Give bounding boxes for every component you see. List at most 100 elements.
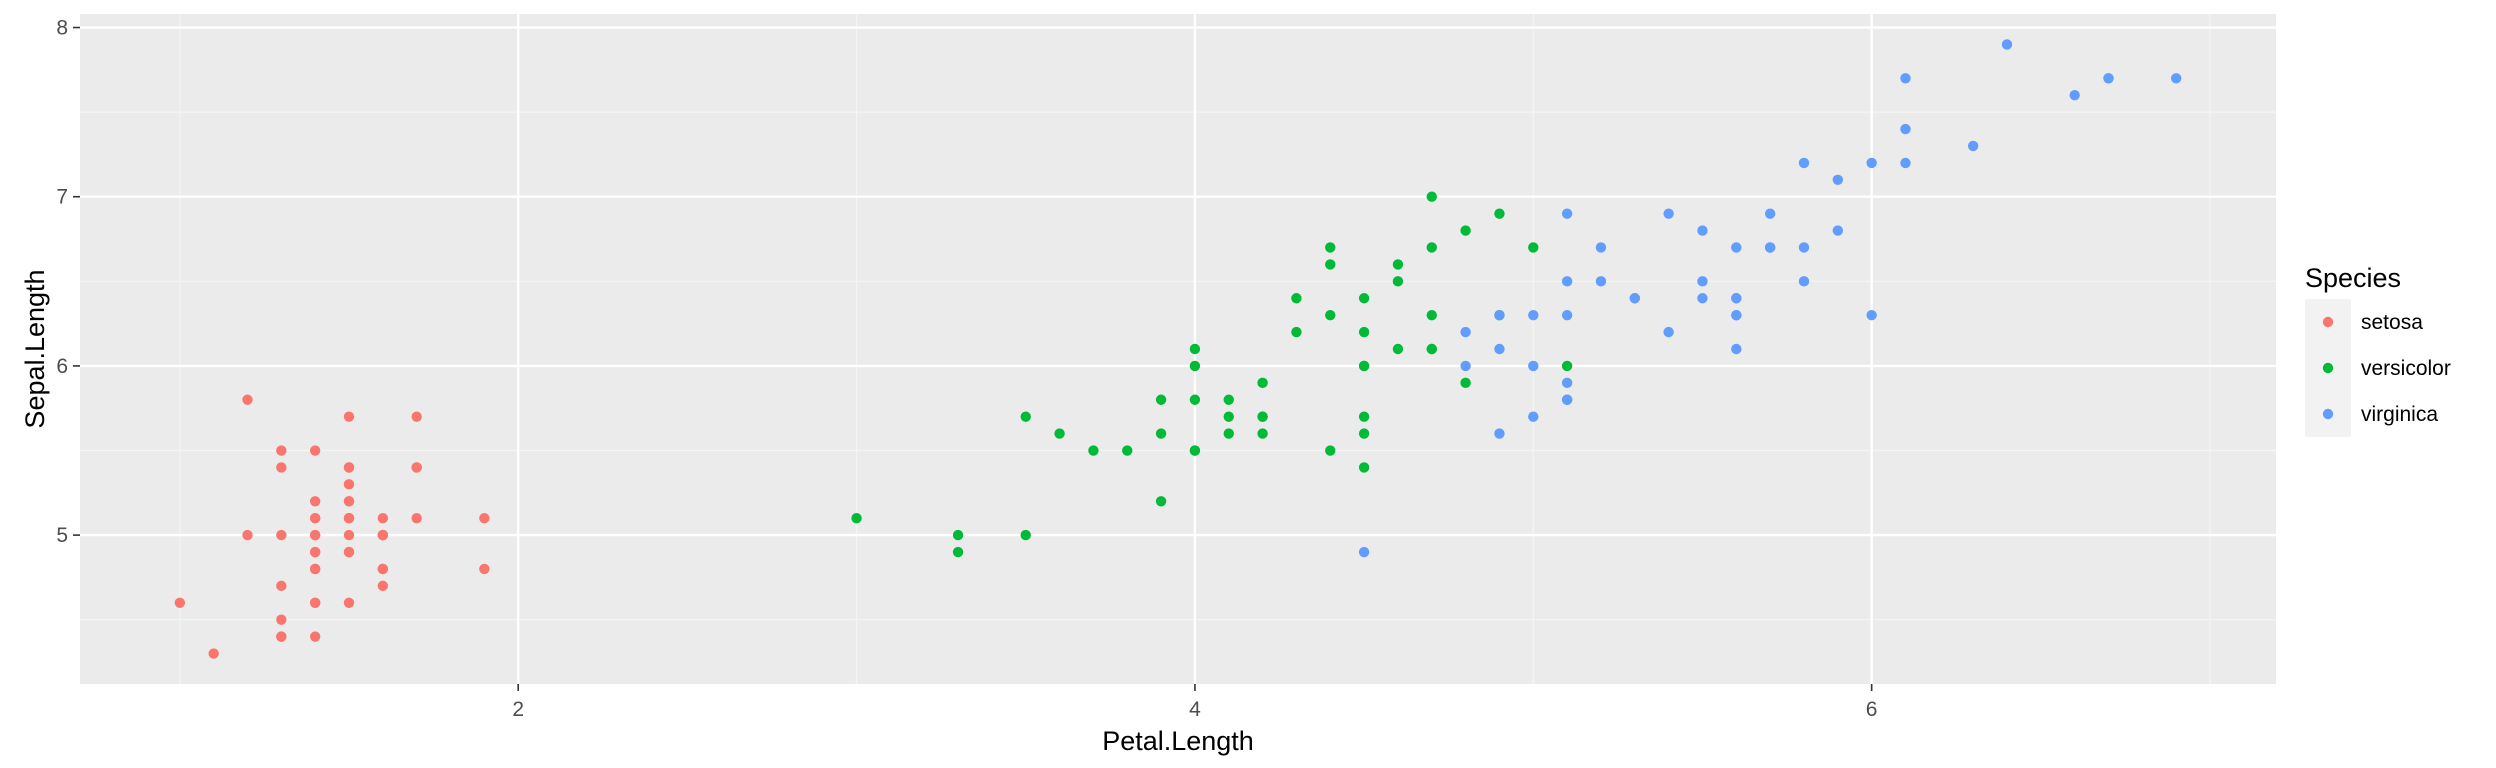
data-point-virginica [1967, 140, 1979, 152]
data-point-virginica [1663, 326, 1674, 338]
data-point-versicolor [1291, 293, 1302, 304]
legend-label-virginica: virginica [2361, 403, 2438, 426]
data-point-versicolor [1494, 208, 1505, 219]
data-point-versicolor [1088, 445, 1099, 456]
data-point-virginica [1798, 157, 1810, 169]
data-point-virginica [1866, 309, 1877, 321]
data-point-versicolor [1358, 293, 1370, 304]
data-point-virginica [1798, 276, 1810, 287]
data-point-versicolor [1223, 411, 1234, 422]
legend-label-setosa: setosa [2361, 311, 2423, 334]
data-point-virginica [1832, 225, 1844, 236]
legend-marker-setosa [2322, 316, 2334, 328]
data-point-virginica [1697, 276, 1708, 287]
data-point-versicolor [1189, 394, 1201, 405]
data-points [174, 39, 2182, 659]
data-point-setosa [377, 580, 389, 592]
data-point-virginica [1832, 174, 1844, 186]
data-point-virginica [2069, 90, 2080, 101]
x-axis-title: Petal.Length [1102, 726, 1254, 756]
data-point-versicolor [1392, 276, 1404, 287]
data-point-virginica [1764, 242, 1776, 253]
data-point-virginica [1900, 73, 1911, 84]
data-point-virginica [1460, 360, 1471, 372]
y-tick-label: 5 [56, 524, 68, 547]
data-point-versicolor [1054, 428, 1065, 439]
x-tick-label: 4 [1189, 698, 1201, 721]
data-point-virginica [1629, 293, 1640, 304]
data-point-versicolor [1189, 360, 1201, 372]
legend-marker-versicolor [2322, 362, 2334, 374]
data-point-setosa [276, 580, 287, 592]
data-point-versicolor [1155, 496, 1167, 507]
data-point-setosa [309, 512, 321, 524]
data-point-setosa [343, 512, 355, 524]
data-point-virginica [1866, 157, 1877, 169]
data-point-virginica [1561, 394, 1573, 405]
data-point-setosa [242, 529, 253, 541]
data-point-setosa [343, 462, 355, 473]
x-tick-label: 6 [1866, 698, 1878, 721]
data-point-setosa [343, 529, 355, 541]
data-point-setosa [343, 597, 355, 608]
data-point-virginica [1595, 242, 1607, 253]
data-point-setosa [242, 394, 253, 405]
data-point-versicolor [1325, 242, 1336, 253]
data-point-virginica [1663, 208, 1674, 219]
data-point-virginica [1900, 123, 1911, 135]
data-point-setosa [377, 529, 389, 541]
data-point-virginica [1697, 225, 1708, 236]
data-point-versicolor [1392, 343, 1404, 355]
data-point-setosa [377, 512, 389, 524]
data-point-virginica [1798, 242, 1810, 253]
data-point-versicolor [1426, 309, 1437, 321]
data-point-setosa [309, 529, 321, 541]
data-point-setosa [411, 411, 422, 422]
y-axis-title: Sepal.Length [20, 269, 50, 428]
grid-minor [80, 14, 2276, 684]
data-point-setosa [411, 462, 422, 473]
data-point-setosa [479, 512, 490, 524]
data-point-virginica [1528, 411, 1539, 422]
data-point-virginica [1494, 428, 1505, 439]
data-point-setosa [276, 614, 287, 625]
data-point-versicolor [1426, 191, 1437, 202]
y-axis: 5 6 7 8 [56, 17, 80, 547]
data-point-versicolor [1426, 242, 1437, 253]
data-point-versicolor [1358, 360, 1370, 372]
data-point-setosa [343, 411, 355, 422]
data-point-virginica [1528, 360, 1539, 372]
data-point-setosa [309, 631, 321, 642]
legend-label-versicolor: versicolor [2361, 357, 2451, 380]
y-tick-label: 7 [56, 186, 68, 209]
plot-panel [80, 14, 2276, 684]
data-point-versicolor [952, 529, 964, 541]
data-point-setosa [343, 546, 355, 558]
data-point-virginica [1494, 309, 1505, 321]
data-point-setosa [276, 631, 287, 642]
data-point-virginica [1561, 276, 1573, 287]
data-point-virginica [1561, 309, 1573, 321]
data-point-virginica [1731, 343, 1742, 355]
data-point-versicolor [1257, 377, 1268, 389]
data-point-virginica [1528, 309, 1539, 321]
data-point-versicolor [1426, 343, 1437, 355]
data-point-versicolor [1358, 326, 1370, 338]
data-point-versicolor [1257, 428, 1268, 439]
legend: Species setosa versicolor virginica [2305, 263, 2451, 437]
legend-title: Species [2305, 263, 2401, 293]
data-point-versicolor [1189, 445, 1201, 456]
data-point-versicolor [1528, 242, 1539, 253]
data-point-versicolor [1325, 259, 1336, 270]
data-point-versicolor [1020, 411, 1031, 422]
data-point-versicolor [1155, 394, 1167, 405]
y-tick-label: 6 [56, 355, 68, 378]
data-point-setosa [276, 529, 287, 541]
data-point-versicolor [1392, 259, 1404, 270]
data-point-virginica [1900, 157, 1911, 169]
x-tick-label: 2 [512, 698, 524, 721]
data-point-virginica [1731, 309, 1742, 321]
data-point-virginica [1460, 326, 1471, 338]
data-point-versicolor [1020, 529, 1031, 541]
data-point-setosa [411, 512, 422, 524]
